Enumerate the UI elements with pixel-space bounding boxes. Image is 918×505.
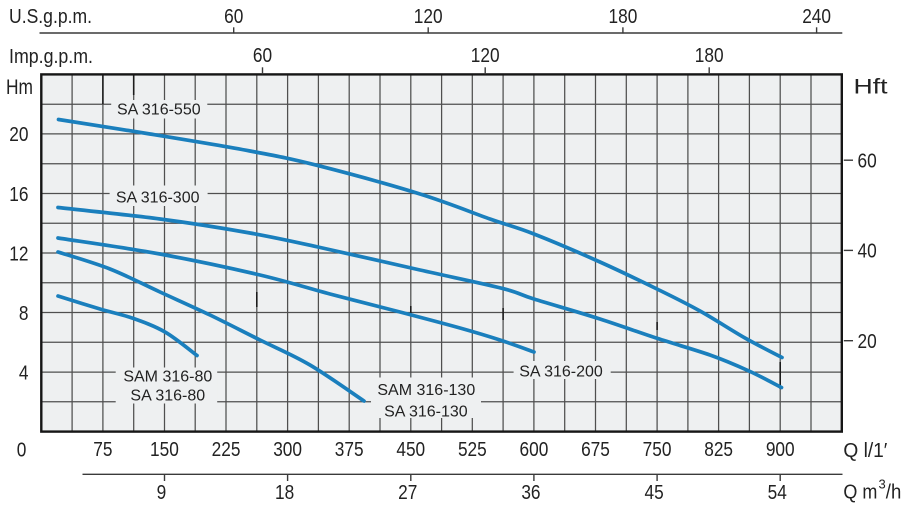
svg-text:SA 316-550: SA 316-550	[117, 102, 201, 119]
svg-text:240: 240	[802, 6, 831, 28]
svg-text:SA 316-200: SA 316-200	[519, 363, 603, 380]
svg-text:SA 316-80: SA 316-80	[130, 387, 205, 404]
svg-text:60: 60	[224, 6, 243, 28]
svg-text:U.S.g.p.m.: U.S.g.p.m.	[9, 6, 92, 28]
svg-text:675: 675	[581, 439, 610, 461]
svg-text:60: 60	[858, 151, 877, 173]
svg-text:180: 180	[609, 6, 638, 28]
svg-text:8: 8	[19, 303, 29, 325]
svg-text:4: 4	[19, 362, 29, 384]
svg-text:27: 27	[398, 482, 417, 504]
svg-text:54: 54	[768, 482, 787, 504]
svg-text:20: 20	[858, 331, 877, 353]
svg-text:750: 750	[643, 439, 672, 461]
svg-text:180: 180	[695, 45, 724, 67]
svg-text:20: 20	[9, 124, 28, 146]
svg-text:600: 600	[520, 439, 549, 461]
svg-text:150: 150	[150, 439, 179, 461]
svg-text:45: 45	[644, 482, 663, 504]
svg-text:18: 18	[275, 482, 294, 504]
svg-text:120: 120	[471, 45, 500, 67]
svg-text:Q l/1′: Q l/1′	[843, 440, 887, 462]
svg-text:12: 12	[9, 243, 28, 265]
svg-text:Q m: Q m	[843, 482, 877, 504]
svg-text:225: 225	[212, 439, 241, 461]
svg-text:/h: /h	[886, 482, 902, 504]
svg-text:36: 36	[521, 482, 540, 504]
svg-text:Imp.g.p.m.: Imp.g.p.m.	[9, 46, 93, 68]
svg-text:Hft: Hft	[854, 75, 888, 98]
svg-text:0: 0	[17, 439, 27, 461]
svg-text:SA 316-130: SA 316-130	[384, 403, 468, 420]
svg-text:525: 525	[458, 439, 487, 461]
svg-text:120: 120	[414, 6, 443, 28]
svg-text:60: 60	[253, 45, 272, 67]
svg-text:3: 3	[879, 477, 886, 492]
svg-text:375: 375	[335, 439, 364, 461]
svg-text:75: 75	[93, 439, 112, 461]
svg-text:SA 316-300: SA 316-300	[116, 189, 200, 206]
svg-text:16: 16	[9, 184, 28, 206]
svg-text:825: 825	[704, 439, 733, 461]
svg-text:SAM 316-130: SAM 316-130	[377, 382, 475, 399]
svg-text:SAM 316-80: SAM 316-80	[123, 369, 212, 386]
svg-text:40: 40	[858, 241, 877, 263]
svg-text:300: 300	[273, 439, 302, 461]
svg-text:450: 450	[396, 439, 425, 461]
svg-text:900: 900	[766, 439, 795, 461]
svg-text:Hm: Hm	[6, 76, 33, 99]
svg-text:9: 9	[157, 482, 167, 504]
